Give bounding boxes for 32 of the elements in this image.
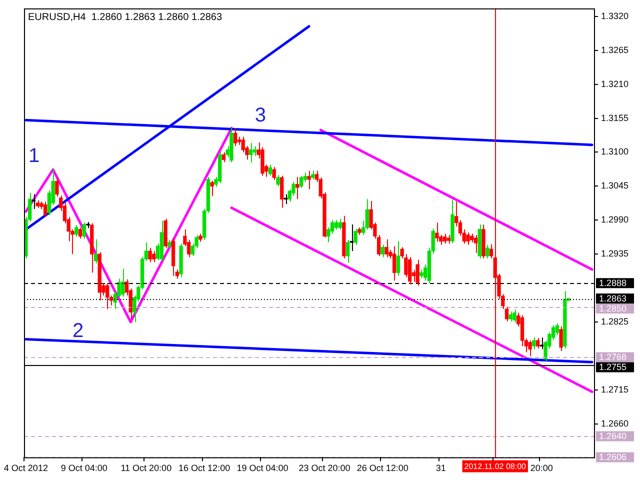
y-tick-label: 1.2660 — [601, 418, 629, 428]
y-tick-label: 1.2990 — [601, 214, 629, 225]
annotation: 2 — [72, 320, 84, 342]
x-tick-label: 11 Oct 20:00 — [120, 463, 172, 474]
ref-line-label: 1.2606 — [599, 452, 627, 462]
ref-line-label: 1.2888 — [599, 278, 627, 288]
x-tick-label: 16 Oct 12:00 — [178, 463, 230, 474]
x-tick-label: 4 Oct 2012 — [4, 463, 48, 474]
y-tick-label: 1.3155 — [601, 112, 629, 123]
annotation: 3 — [254, 104, 266, 127]
y-tick-label: 1.2825 — [601, 316, 629, 326]
annotation: 1 — [28, 145, 40, 168]
x-tick-label: 19 Oct 04:00 — [236, 463, 288, 474]
y-tick-label: 1.3265 — [601, 44, 629, 55]
x-tick-label: 26 Oct 12:00 — [356, 463, 408, 474]
chart-title: EURUSD,H4 1.2860 1.2863 1.2860 1.2863 — [28, 12, 222, 24]
x-tick-label: 20:00 — [530, 463, 553, 474]
y-tick-label: 1.2935 — [601, 248, 629, 259]
x-tick-label: 31 — [436, 463, 446, 474]
ref-line-label: 1.2755 — [599, 362, 627, 372]
x-tick-label: 23 Oct 20:00 — [298, 463, 350, 474]
ref-line-label: 1.2863 — [599, 294, 627, 304]
y-tick-label: 1.3100 — [601, 146, 629, 157]
x-tick-label: 9 Oct 04:00 — [60, 463, 108, 474]
x-tick-label: 2012.11.02 08:00 — [464, 462, 527, 471]
y-tick-label: 1.3045 — [601, 180, 629, 191]
y-tick-label: 1.2715 — [601, 384, 629, 394]
ref-line-label: 1.2850 — [599, 304, 627, 314]
y-tick-label: 1.3320 — [601, 10, 629, 21]
ref-line-label: 1.2640 — [599, 431, 627, 442]
y-tick-label: 1.3210 — [601, 78, 629, 89]
ref-line-label: 1.2768 — [599, 352, 627, 362]
